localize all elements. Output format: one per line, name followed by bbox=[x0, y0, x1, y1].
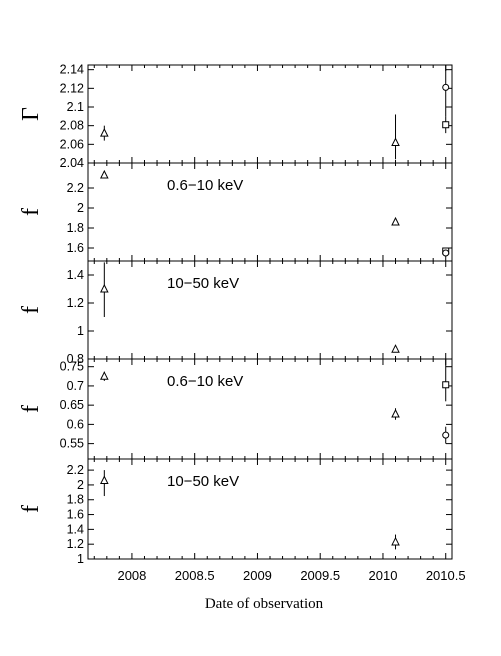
y-tick-label: 1 bbox=[77, 324, 84, 338]
panel-frame bbox=[87, 64, 453, 164]
y-tick-label: 1.2 bbox=[67, 296, 84, 310]
panel-2: 1.6 1.8 2 2.2 f 0.6−10 keV bbox=[18, 162, 453, 262]
x-tick-label: 2008 bbox=[117, 568, 146, 583]
data-point-triangle bbox=[391, 137, 400, 146]
data-point-triangle bbox=[100, 169, 109, 179]
y-axis-label-main: f bbox=[18, 405, 44, 413]
y-axis-label-main: Γ bbox=[18, 107, 44, 121]
y-axis-label: Γ bbox=[18, 107, 44, 121]
y-tick-label: 2.12 bbox=[60, 81, 84, 95]
data-point-triangle bbox=[391, 408, 400, 418]
data-point-circle bbox=[442, 83, 450, 91]
x-tick-label: 2010 bbox=[369, 568, 398, 583]
y-axis-label: f bbox=[18, 505, 44, 513]
y-axis-label-main: f bbox=[18, 208, 44, 216]
y-axis-label: f bbox=[18, 208, 44, 216]
x-axis-label: Date of observation bbox=[205, 596, 324, 612]
y-tick-label: 2 bbox=[77, 478, 84, 492]
y-tick-label: 1.6 bbox=[67, 241, 84, 255]
x-tick-label: 2008.5 bbox=[175, 568, 215, 583]
data-point-triangle bbox=[100, 128, 109, 137]
y-tick-label: 0.6 bbox=[67, 417, 84, 431]
y-tick-label: 2 bbox=[77, 201, 84, 215]
y-tick-label: 2.14 bbox=[60, 63, 84, 77]
data-point-triangle bbox=[100, 371, 109, 380]
y-axis-label-main: f bbox=[18, 505, 44, 513]
data-point-triangle bbox=[391, 216, 400, 226]
panel-frame bbox=[87, 260, 453, 360]
y-tick-label: 2.04 bbox=[60, 156, 84, 170]
panel-4: 0.55 0.6 0.65 0.7 0.75 f 0.6−10 keV bbox=[18, 358, 453, 460]
y-tick-label: 0.8 bbox=[67, 352, 84, 366]
y-tick-label: 0.55 bbox=[60, 437, 84, 451]
panel-1: 2.04 2.06 2.08 2.1 2.12 2.14 Γ bbox=[18, 63, 453, 170]
y-tick-label: 1.4 bbox=[67, 522, 84, 536]
y-tick-label: 2.2 bbox=[67, 181, 84, 195]
x-tick-label: 2009.5 bbox=[300, 568, 340, 583]
y-tick-label: 1.4 bbox=[67, 268, 84, 282]
y-tick-label: 2.06 bbox=[60, 137, 84, 151]
panel-3: 0.8 1 1.2 1.4 f 10−50 keV bbox=[18, 260, 453, 366]
data-point-triangle bbox=[100, 475, 109, 484]
data-point-triangle bbox=[391, 344, 400, 353]
data-point-triangle bbox=[100, 283, 109, 293]
panel-frame bbox=[87, 162, 453, 262]
y-tick-label: 2.1 bbox=[67, 100, 84, 114]
y-tick-label: 2.2 bbox=[67, 463, 84, 477]
panels: 2.042.062.082.12.122.14Γ1.61.822.2f0.6−1… bbox=[18, 63, 453, 566]
data-point-circle bbox=[442, 249, 450, 257]
y-tick-label: 2.08 bbox=[60, 119, 84, 133]
y-tick-label: 1.2 bbox=[67, 537, 84, 551]
panel-annotation: 0.6−10 keV bbox=[167, 177, 243, 194]
y-tick-label: 1.8 bbox=[67, 493, 84, 507]
panel-annotation: 10−50 keV bbox=[167, 275, 239, 292]
y-axis-label: f bbox=[18, 306, 44, 314]
x-tick-label: 2010.5 bbox=[426, 568, 466, 583]
y-axis-label-main: f bbox=[18, 306, 44, 314]
data-point-circle bbox=[442, 431, 450, 439]
y-tick-label: 1 bbox=[77, 552, 84, 566]
x-tick-label: 2009 bbox=[243, 568, 272, 583]
y-tick-label: 1.6 bbox=[67, 508, 84, 522]
y-tick-label: 1.8 bbox=[67, 221, 84, 235]
panel-annotation: 10−50 keV bbox=[167, 473, 239, 490]
panel-annotation: 0.6−10 keV bbox=[167, 373, 243, 390]
y-tick-label: 0.7 bbox=[67, 379, 84, 393]
y-axis-label: f bbox=[18, 405, 44, 413]
data-point-triangle bbox=[391, 536, 400, 546]
y-tick-label: 0.75 bbox=[60, 360, 84, 374]
data-point-square bbox=[442, 121, 450, 129]
y-tick-label: 0.65 bbox=[60, 398, 84, 412]
data-point-square bbox=[442, 381, 450, 389]
x-tick-labels: 2008 2008.5 2009 2009.5 2010 2010.5 bbox=[117, 568, 465, 583]
panel-5: 11.21.41.61.822.2 f 10−50 keV bbox=[18, 458, 453, 566]
panel-frame bbox=[87, 358, 453, 460]
